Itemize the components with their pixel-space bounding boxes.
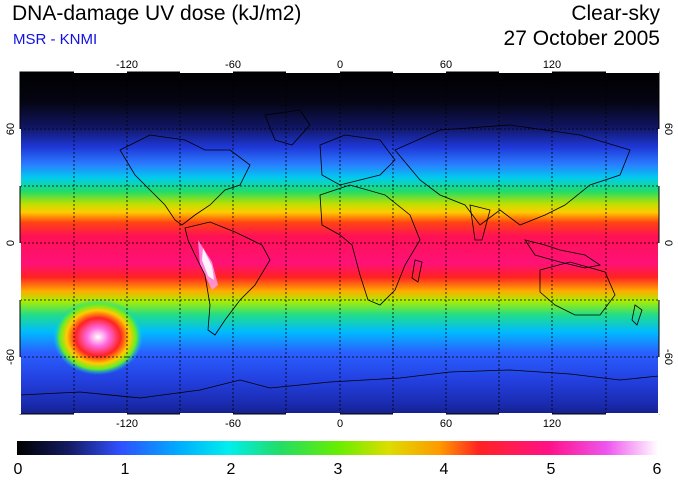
colorbar-label: 4: [440, 461, 449, 478]
lon-tick-bottom: -120: [116, 418, 138, 430]
lon-tick-top: 60: [440, 59, 452, 71]
date-label: 27 October 2005: [503, 27, 660, 50]
colorbar-label: 0: [14, 461, 23, 478]
lon-tick-top: 120: [543, 59, 561, 71]
lat-tick-right: -60: [662, 349, 674, 365]
sky-condition-label: Clear-sky: [571, 2, 660, 25]
colorbar-label: 6: [653, 461, 662, 478]
lon-tick-bottom: 0: [337, 418, 343, 430]
colorbar-label: 2: [227, 461, 236, 478]
lon-tick-bottom: -60: [225, 418, 241, 430]
lat-tick-right: 0: [662, 240, 674, 246]
lat-tick-left: -60: [5, 349, 17, 365]
lon-tick-bottom: 120: [543, 418, 561, 430]
source-label: MSR - KNMI: [13, 31, 98, 48]
lon-tick-top: 0: [337, 59, 343, 71]
lon-tick-bottom: 60: [440, 418, 452, 430]
uv-field: [20, 72, 659, 414]
colorbar-label: 3: [334, 461, 343, 478]
lat-tick-left: 0: [5, 240, 17, 246]
lat-tick-left: 60: [5, 123, 17, 135]
lon-tick-top: -120: [116, 59, 138, 71]
coastlines: [20, 109, 659, 399]
map-title: DNA-damage UV dose (kJ/m2): [12, 2, 302, 25]
colorbar-label: 5: [547, 461, 556, 478]
colorbar-label: 1: [121, 461, 130, 478]
lon-tick-top: -60: [225, 59, 241, 71]
lat-tick-right: 60: [662, 123, 674, 135]
graticule: [20, 72, 659, 414]
map-frame: [19, 71, 660, 415]
colorbar: [17, 441, 658, 455]
